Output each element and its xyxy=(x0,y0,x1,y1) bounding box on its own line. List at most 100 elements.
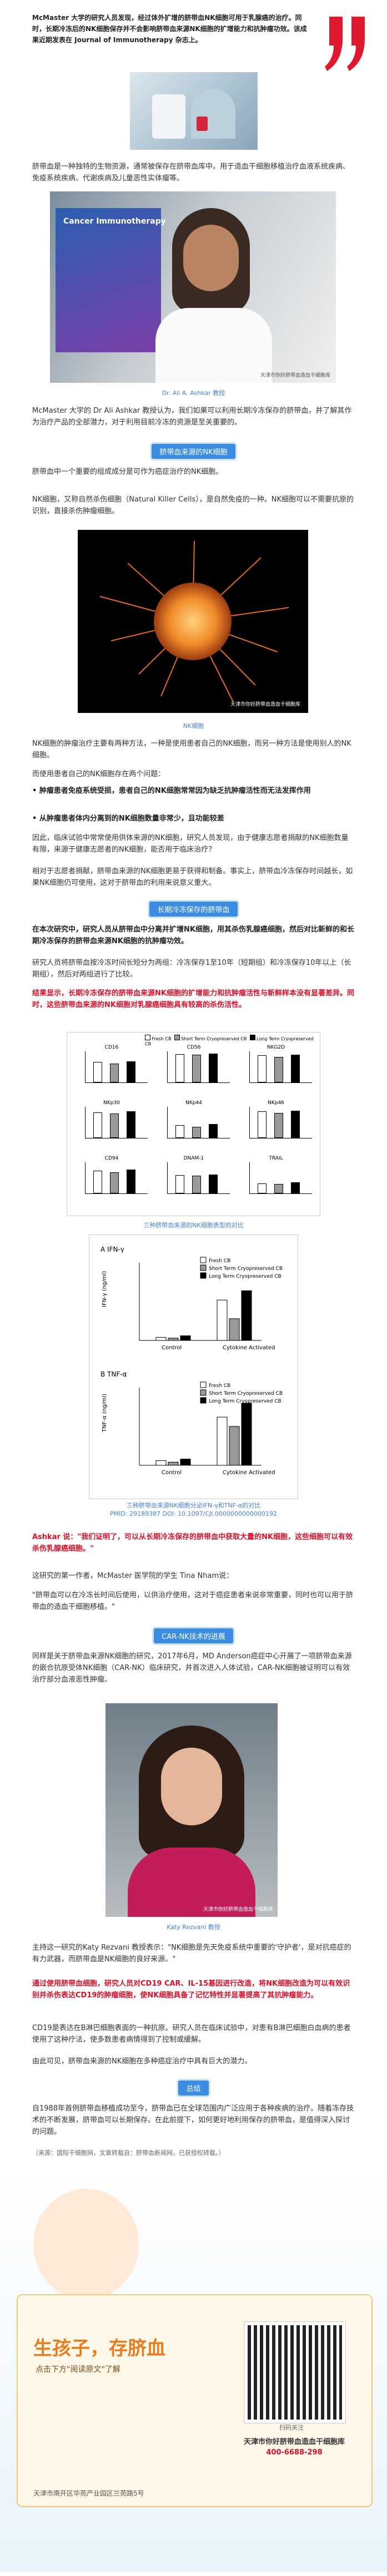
legend-swatch xyxy=(200,1397,207,1404)
nk-cell-photo: 天津市你好脐带血造血干细胞库 xyxy=(78,530,308,713)
bar xyxy=(175,1125,184,1138)
highlight-paragraph: 通过使用脐带血细胞，研究人员对CD19 CAR、IL-15基因进行改造，将NK细… xyxy=(32,1980,350,2000)
paragraph: McMaster 大学的 Dr Ali Ashkar 教授认为，我们如果可以利用… xyxy=(32,407,352,427)
bar xyxy=(258,1111,267,1138)
paragraph: 因此，临床试验中常常使用供体来源的NK细胞，研究人员发现，由于健康志愿者捐献的N… xyxy=(32,834,349,854)
bar xyxy=(291,1182,300,1193)
legend-label: Fresh CB xyxy=(209,1383,230,1389)
bar xyxy=(258,1183,267,1193)
mini-panel: DNAM-1 xyxy=(155,1156,233,1200)
legend-label: Long Term Cryopreserved CB xyxy=(209,1274,282,1279)
source-note: （来源：国际干细胞网，文章转载自：脐带血新闻网，已获授权转载。） xyxy=(32,2149,225,2157)
bar xyxy=(217,1299,228,1341)
paragraph: 自1988年首例脐带血移植成功至今，脐带血已在全球范围内广泛应用于各种疾病的治疗… xyxy=(32,2104,354,2136)
panel-title: TRAIL xyxy=(269,1156,283,1161)
legend-label: Short Term Cryopreserved CB xyxy=(209,1266,283,1272)
intro-text: McMaster 大学的研究人员发现，经过体外扩增的脐带血NK细胞可用于乳腺癌的… xyxy=(32,14,307,44)
bar xyxy=(180,1335,191,1341)
chart-legend: Fresh CB Short Term Cryopreserved CB Lon… xyxy=(145,1035,320,1046)
section-heading: CAR-NK技术的进展 xyxy=(0,1628,387,1643)
paragraph: 而使用患者自己的NK细胞存在两个问题： xyxy=(32,770,165,778)
org-name: 天津市你好脐带血造血干细胞库 xyxy=(243,2438,345,2446)
y-axis-label: IFN-γ (ng/ml) xyxy=(102,1271,108,1307)
panel-axis xyxy=(167,1162,230,1194)
mini-panel: NKG2D xyxy=(237,1045,315,1089)
mini-panel: NKp46 xyxy=(237,1100,315,1145)
photo-caption: NK细胞 xyxy=(183,722,204,730)
panel-title: NKp44 xyxy=(185,1100,202,1106)
chart-caption: 三种脐带血来源的NK细胞表型的对比 xyxy=(143,1222,244,1229)
paragraph: CD19是表达在B淋巴细胞表面的一种抗原。研究人员在临床试验中，对患有B淋巴细胞… xyxy=(32,2024,351,2044)
legend-swatch xyxy=(200,1272,207,1279)
panel-axis xyxy=(167,1107,230,1138)
x-tick-label: Control xyxy=(162,1470,182,1476)
legend-swatch xyxy=(200,1264,207,1271)
section-heading: 长期冷冻保存的脐带血 xyxy=(0,902,387,917)
section-heading: 总结 xyxy=(0,2081,387,2096)
legend-swatch xyxy=(200,1381,207,1388)
bar xyxy=(168,1461,179,1466)
paragraph: "脐带血可以在冷冻长时间后使用，以供治疗使用，这对于癌症患者来说非常重要，同时也… xyxy=(32,1591,353,1611)
panel-title: CD56 xyxy=(187,1045,201,1050)
slogan: 生孩子，存脐血 xyxy=(33,2337,165,2360)
bar xyxy=(155,1337,167,1341)
bullet-item: • 从肿瘤患者体内分离到的NK细胞数量非常少，且功能较差 xyxy=(32,814,224,823)
legend-swatch xyxy=(200,1257,207,1263)
scientist-photo: Cancer Immunotherapy 天津市你好脐带血造血干细胞库 xyxy=(50,191,336,383)
panel-title: B TNF-α xyxy=(100,1370,127,1378)
panel-title: NKG2D xyxy=(267,1045,285,1050)
bar xyxy=(209,1054,218,1082)
bar xyxy=(127,1170,135,1193)
bar xyxy=(192,1055,201,1082)
watermark: 天津市你好脐带血造血干细胞库 xyxy=(230,702,300,707)
legend-label: Long Term Cryopreserved CB xyxy=(209,1399,282,1404)
legend-swatch xyxy=(200,1389,207,1396)
panel-axis xyxy=(249,1107,312,1138)
qr-code[interactable] xyxy=(244,2321,346,2423)
bar xyxy=(175,1175,184,1193)
bar xyxy=(192,1175,201,1193)
slogan-sub: 点击下方"阅读原文"了解 xyxy=(36,2365,120,2374)
panel-title: NKp30 xyxy=(103,1100,120,1106)
bar xyxy=(258,1055,267,1082)
bar xyxy=(291,1055,300,1082)
paragraph: 在本次研究中，研究人员从脐带血中分离并扩增NK细胞，用其杀伤乳腺癌细胞，然后对比… xyxy=(32,925,354,945)
bar xyxy=(274,1184,283,1193)
panel-axis xyxy=(249,1162,312,1194)
paragraph: 脐带血是一种独特的生物资源，通常被保存在脐带血库中。用于造血干细胞移植治疗血液系… xyxy=(32,163,350,183)
researcher-photo: 天津市你好脐带血造血干细胞库 xyxy=(105,1703,278,1917)
photo-caption: Katy Rezvani 教授 xyxy=(167,1924,220,1931)
bar xyxy=(127,1061,135,1082)
quote-icon xyxy=(325,17,365,71)
bar xyxy=(217,1416,228,1466)
bar xyxy=(291,1111,300,1138)
bar xyxy=(127,1111,135,1138)
bar xyxy=(93,1112,102,1138)
panel-axis xyxy=(85,1162,148,1194)
footer-banner[interactable]: 生孩子，存脐血 点击下方"阅读原文"了解 扫码关注 天津市你好脐带血造血干细胞库… xyxy=(0,2167,387,2572)
bar xyxy=(155,1460,167,1466)
x-tick-label: Control xyxy=(162,1345,182,1351)
bar xyxy=(209,1174,218,1193)
bar xyxy=(180,1459,191,1466)
bar xyxy=(241,1290,252,1341)
paragraph: NK细胞的肿瘤治疗主要有两种方法，一种是使用患者自己的NK细胞，而另一种方法是使… xyxy=(32,740,351,760)
paragraph: 由此可见，脐带血来源的NK细胞在多种癌症治疗中具有巨大的潜力。 xyxy=(32,2057,252,2066)
bar xyxy=(274,1113,283,1138)
phone: 400-6688-298 xyxy=(266,2448,323,2457)
photo-caption: Dr. Ali A. Ashkar 教授 xyxy=(162,389,225,397)
paragraph: 这研究的第一作者，McMaster 医学院的学生 Tina Nham说： xyxy=(32,1572,234,1580)
paragraph: 相对于志愿者捐献，脐带血来源的NK细胞更易于获得和制备。事实上，脐带血冷冻保存时… xyxy=(32,867,353,887)
panel-axis xyxy=(85,1107,148,1138)
bullet-item: • 肿瘤患者免疫系统受损，患者自己的NK细胞常常因为缺乏抗肿瘤活性而无法发挥作用 xyxy=(32,787,311,795)
section-heading: 脐带血来源的NK细胞 xyxy=(0,444,387,459)
chart-caption: 三种脐带血来源NK细胞分泌IFN-γ和TNF-α的对比 xyxy=(126,1502,261,1509)
bar xyxy=(229,1318,240,1341)
y-axis-label: TNF-α (ng/ml) xyxy=(102,1394,108,1433)
panel-title: CD16 xyxy=(104,1045,119,1050)
mini-panel: CD94 xyxy=(73,1156,150,1200)
qr-label: 扫码关注 xyxy=(279,2424,304,2431)
address: 天津市南开区华苑产业园区兰苑路5号 xyxy=(33,2489,144,2497)
x-tick-label: Cytokine Activated xyxy=(223,1470,275,1476)
bar xyxy=(110,1172,119,1193)
